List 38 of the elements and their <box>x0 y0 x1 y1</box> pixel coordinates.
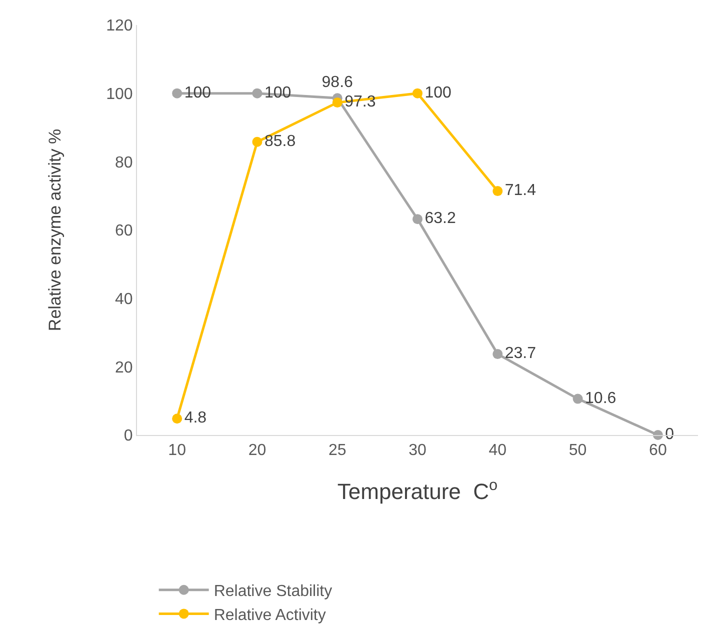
x-axis-title: Temperature C$^{o}$ <box>337 476 498 504</box>
data-label: 100 <box>184 84 212 102</box>
y-tick-label: 40 <box>115 290 133 308</box>
x-tick-label: 60 <box>649 442 667 460</box>
x-tick-label: 30 <box>408 442 426 460</box>
x-tick-label: 20 <box>248 442 266 460</box>
point <box>172 414 182 424</box>
data-label: 63.2 <box>424 210 456 228</box>
legend-label: Relative Stability <box>214 583 332 600</box>
data-label: 100 <box>424 84 452 102</box>
data-label: 100 <box>264 84 292 102</box>
y-axis-title: Relative enzyme activity % <box>46 128 65 332</box>
y-tick-label: 120 <box>106 18 133 35</box>
point <box>492 186 503 196</box>
x-tick-label: 50 <box>568 442 587 460</box>
point <box>332 98 342 108</box>
data-label: 85.8 <box>264 132 296 150</box>
x-tick-label: 40 <box>488 442 507 460</box>
x-tick-label: 25 <box>328 442 346 460</box>
data-label: 23.7 <box>504 345 536 362</box>
y-tick-label: 20 <box>115 359 133 376</box>
y-tick-label: 80 <box>115 154 133 172</box>
data-label: 10.6 <box>585 390 616 407</box>
point <box>252 88 262 98</box>
y-tick-label: 60 <box>115 222 133 240</box>
point <box>492 349 503 360</box>
point <box>572 394 583 404</box>
point <box>412 88 422 98</box>
y-tick-label: 100 <box>106 86 133 103</box>
point <box>172 88 182 98</box>
data-label: 71.4 <box>504 182 536 200</box>
data-label: 4.8 <box>184 410 207 427</box>
point <box>252 136 262 147</box>
point <box>412 214 422 224</box>
x-tick-label: 10 <box>168 442 186 460</box>
data-label: 98.6 <box>322 74 354 91</box>
y-tick-label: 0 <box>124 428 133 445</box>
legend-label: Relative Activity <box>214 606 326 624</box>
